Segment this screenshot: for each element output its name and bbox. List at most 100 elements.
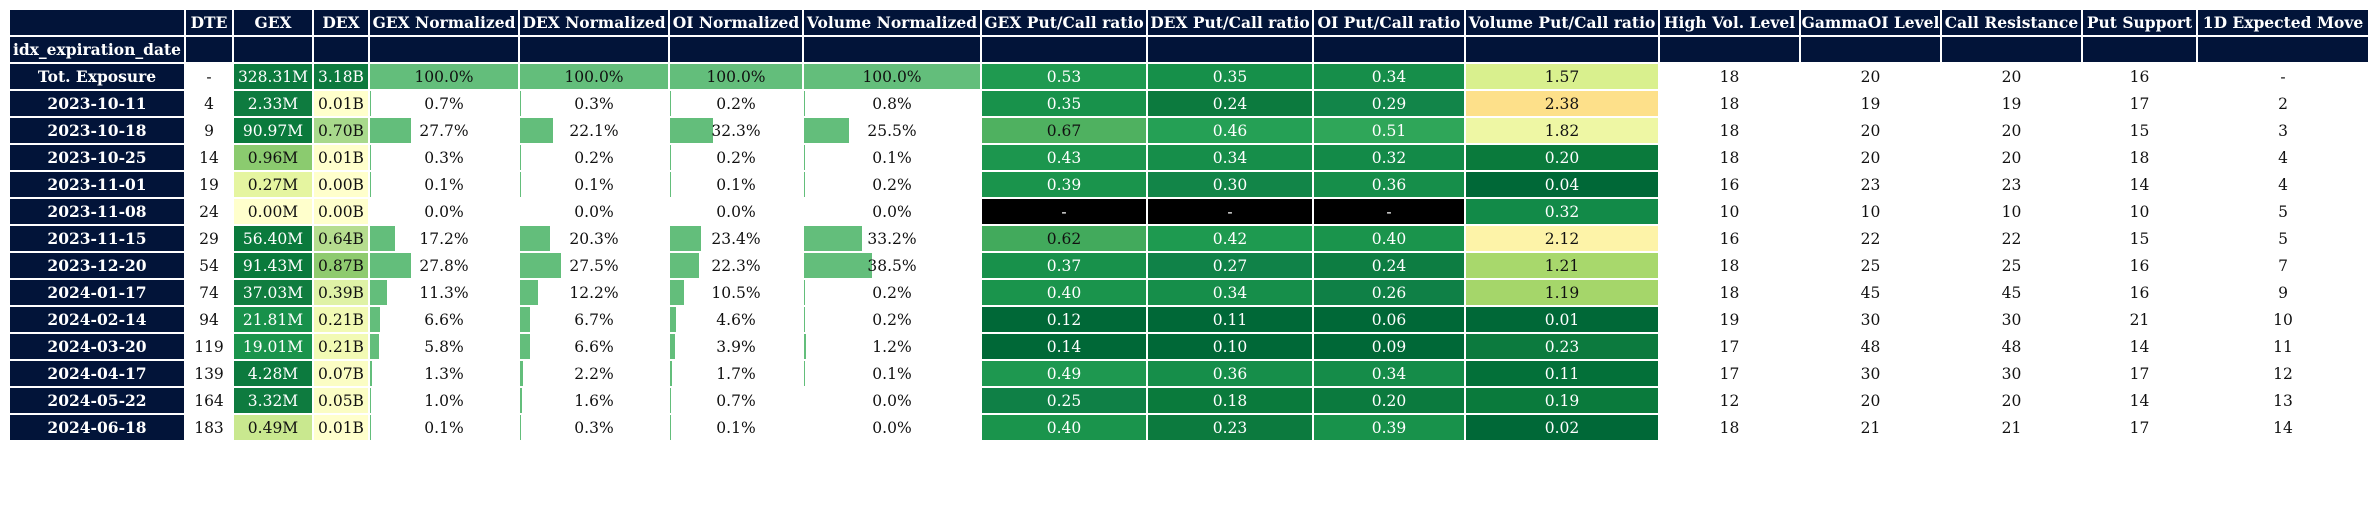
normalized-bar [671,281,684,304]
normalized-value: 0.0% [872,391,912,410]
dex-normalized-cell: 0.0% [518,197,670,226]
normalized-bar [371,335,379,358]
dex-cell: 0.70B [312,116,370,145]
put-support-cell: 16 [2081,278,2198,307]
dex-put-call-cell: 0.23 [1146,413,1314,442]
column-header[interactable]: GEX [232,8,314,37]
oi-normalized-cell: 0.0% [668,197,804,226]
blank-header [1940,35,2083,64]
put-support-cell: 14 [2081,386,2198,415]
gex-cell: 0.49M [232,413,314,442]
column-header[interactable]: OI Normalized [668,8,804,37]
column-header[interactable]: GEX Normalized [368,8,520,37]
index-name-header[interactable]: idx_expiration_date [8,35,186,64]
blank-header [1464,35,1660,64]
gamma-oi-level-cell: 21 [1799,413,1942,442]
dex-cell: 0.05B [312,386,370,415]
gamma-oi-level-cell: 10 [1799,197,1942,226]
oi-normalized-cell: 100.0% [668,62,804,91]
volume-put-call-cell: 0.02 [1464,413,1660,442]
column-header[interactable]: Volume Put/Call ratio [1464,8,1660,37]
oi-put-call-cell: 0.06 [1312,305,1466,334]
dex-normalized-cell: 12.2% [518,278,670,307]
normalized-bar [671,254,700,277]
gex-put-call-cell: 0.14 [980,332,1148,361]
row-label: 2023-10-25 [8,143,186,172]
row-label: 2023-10-11 [8,89,186,118]
high-vol-level-cell: 18 [1658,62,1801,91]
gex-normalized-cell: 1.0% [368,386,520,415]
dex-put-call-cell: 0.46 [1146,116,1314,145]
gex-cell: 19.01M [232,332,314,361]
column-header[interactable]: Call Resistance [1940,8,2083,37]
gamma-oi-level-cell: 23 [1799,170,1942,199]
normalized-bar [805,254,872,277]
volume-put-call-cell: 1.21 [1464,251,1660,280]
dex-normalized-cell: 0.2% [518,143,670,172]
dex-put-call-cell: 0.24 [1146,89,1314,118]
corner-header [8,8,186,37]
volume-put-call-cell: 1.19 [1464,278,1660,307]
blank-header [1312,35,1466,64]
put-support-cell: 14 [2081,332,2198,361]
normalized-value: 0.1% [424,175,464,194]
dex-cell: 0.01B [312,89,370,118]
expected-move-cell: 12 [2196,359,2368,388]
column-header[interactable]: 1D Expected Move [2196,8,2368,37]
gex-put-call-cell: 0.40 [980,278,1148,307]
dte-cell: 29 [184,224,234,253]
normalized-bar [805,227,863,250]
expected-move-cell: - [2196,62,2368,91]
oi-put-call-cell: 0.34 [1312,62,1466,91]
column-header[interactable]: High Vol. Level [1658,8,1801,37]
gamma-oi-level-cell: 30 [1799,359,1942,388]
volume-normalized-cell: 0.0% [802,386,982,415]
blank-header [2196,35,2368,64]
row-label: 2024-04-17 [8,359,186,388]
dte-cell: - [184,62,234,91]
dex-cell: 0.00B [312,170,370,199]
normalized-value: 0.2% [716,148,756,167]
normalized-value: 1.7% [716,364,756,383]
normalized-value: 0.0% [872,418,912,437]
column-header[interactable]: DEX Put/Call ratio [1146,8,1314,37]
oi-put-call-cell: 0.34 [1312,359,1466,388]
column-header[interactable]: OI Put/Call ratio [1312,8,1466,37]
dte-cell: 94 [184,305,234,334]
call-resistance-cell: 30 [1940,359,2083,388]
expected-move-cell: 4 [2196,170,2368,199]
column-header[interactable]: DEX [312,8,370,37]
blank-header [668,35,804,64]
column-header[interactable]: DEX Normalized [518,8,670,37]
oi-normalized-cell: 0.7% [668,386,804,415]
oi-normalized-cell: 10.5% [668,278,804,307]
column-header[interactable]: GEX Put/Call ratio [980,8,1148,37]
normalized-value: 6.6% [574,337,614,356]
table-body: Tot. Exposure -328.31M 3.18B 100.0% 100.0% 10… [8,62,2368,442]
dex-cell: 0.64B [312,224,370,253]
column-header[interactable]: Put Support [2081,8,2198,37]
gex-cell: 91.43M [232,251,314,280]
blank-header [1658,35,1801,64]
dex-cell: 0.01B [312,413,370,442]
row-label: Tot. Exposure [8,62,186,91]
volume-normalized-cell: 25.5% [802,116,982,145]
column-header[interactable]: DTE [184,8,234,37]
column-header[interactable]: GammaOI Level [1799,8,1942,37]
dex-put-call-cell: 0.34 [1146,278,1314,307]
oi-put-call-cell: 0.26 [1312,278,1466,307]
call-resistance-cell: 10 [1940,197,2083,226]
dex-cell: 0.21B [312,332,370,361]
normalized-bar [371,389,372,412]
table-row: 2024-01-17 74 37.03M 0.39B 11.3% 12.2% 10.5% 0.… [8,278,2368,307]
dex-normalized-cell: 1.6% [518,386,670,415]
normalized-bar [521,65,667,88]
normalized-value: 6.7% [574,310,614,329]
normalized-value: 0.0% [872,202,912,221]
gex-cell: 37.03M [232,278,314,307]
table-row: 2023-12-20 54 91.43M 0.87B 27.8% 27.5% 22.3% 38… [8,251,2368,280]
gex-normalized-cell: 0.3% [368,143,520,172]
volume-put-call-cell: 0.32 [1464,197,1660,226]
column-header[interactable]: Volume Normalized [802,8,982,37]
table-row: 2024-02-14 94 21.81M 0.21B 6.6% 6.7% 4.6% 0.2% 0… [8,305,2368,334]
